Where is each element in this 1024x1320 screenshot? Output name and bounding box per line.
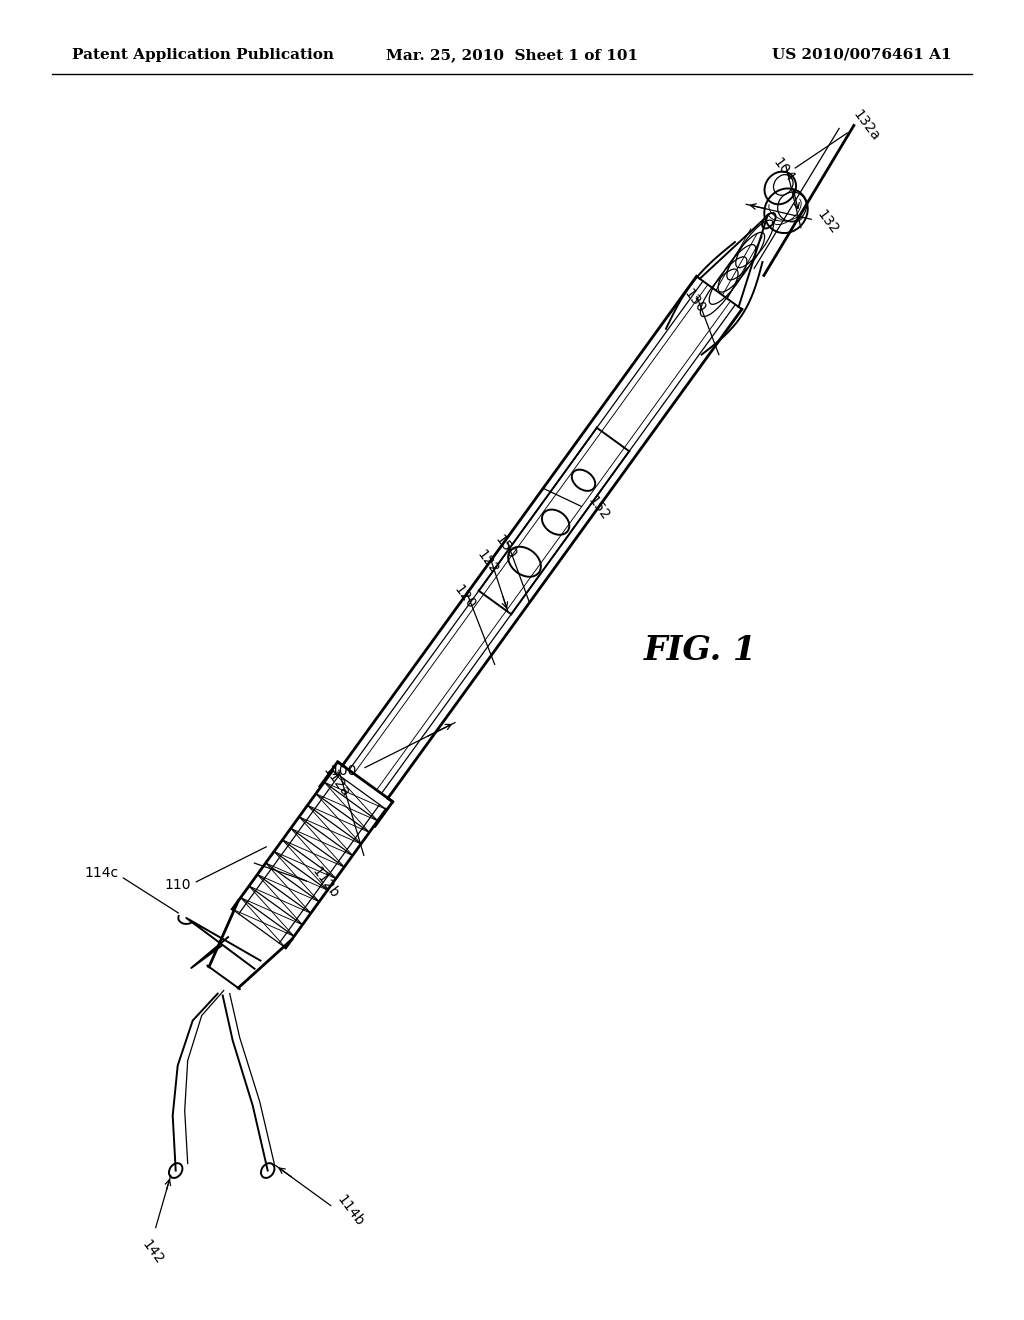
Text: 104: 104: [770, 156, 798, 185]
Text: FIG. 1: FIG. 1: [643, 634, 757, 667]
Text: 152: 152: [585, 494, 612, 523]
Text: 132: 132: [814, 207, 842, 238]
Text: Patent Application Publication: Patent Application Publication: [72, 48, 334, 62]
Text: 114c: 114c: [84, 866, 119, 880]
Text: 150: 150: [492, 532, 519, 562]
Text: Mar. 25, 2010  Sheet 1 of 101: Mar. 25, 2010 Sheet 1 of 101: [386, 48, 638, 62]
Text: 114b: 114b: [334, 1192, 367, 1229]
Text: 142: 142: [139, 1238, 166, 1267]
Text: 112a: 112a: [319, 763, 352, 800]
Text: 110: 110: [165, 878, 191, 892]
Text: 112b: 112b: [309, 865, 342, 902]
Text: 132a: 132a: [850, 108, 883, 144]
Text: 120: 120: [452, 582, 478, 612]
Text: 100: 100: [331, 763, 357, 777]
Text: 122: 122: [474, 546, 502, 577]
Text: US 2010/0076461 A1: US 2010/0076461 A1: [772, 48, 952, 62]
Text: 130: 130: [681, 286, 709, 317]
